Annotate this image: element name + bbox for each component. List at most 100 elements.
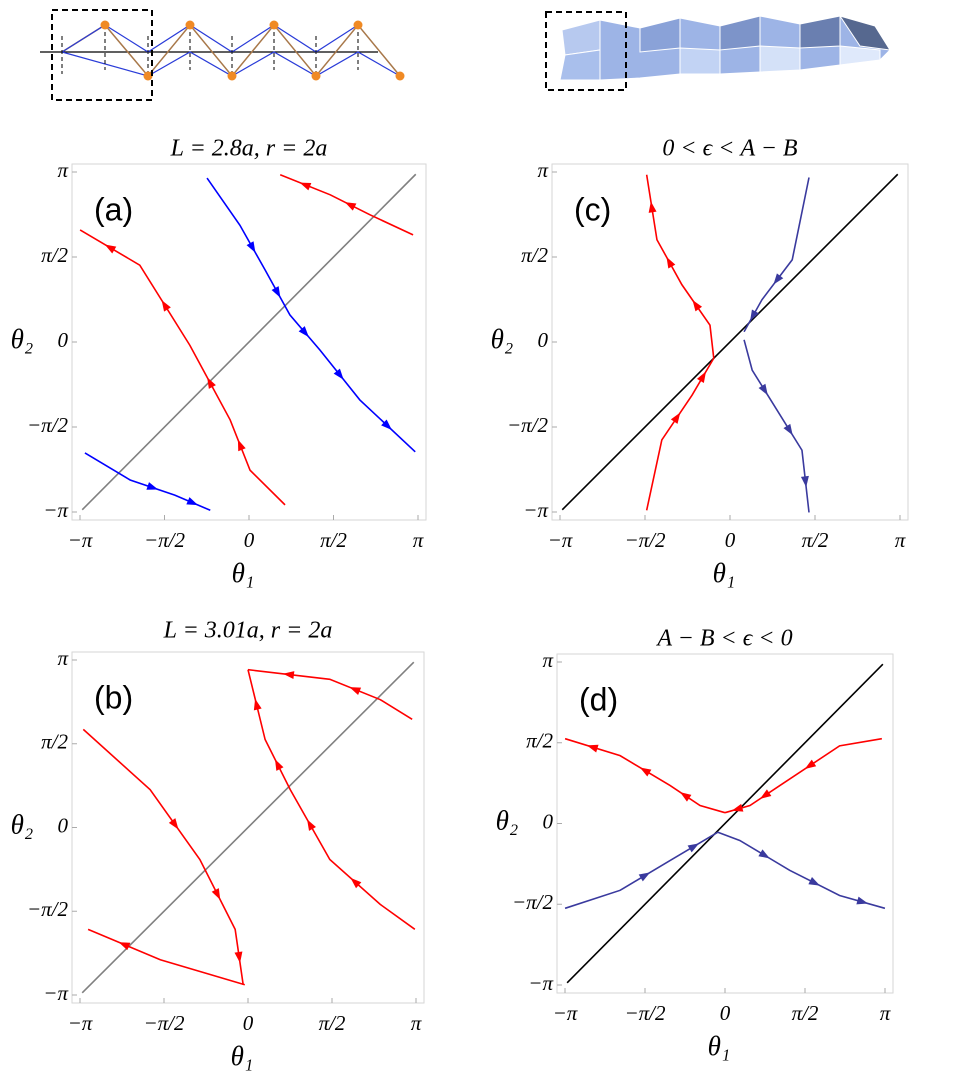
panel: −π −π/2 0 π/2 π −π −π/2 0 π/2 π A − B < ϵ < 0 (d) θ₁… [496, 626, 894, 1061]
y-tick-label: π [542, 648, 553, 672]
y-tick-label: π [57, 158, 68, 182]
y-tick-label: π/2 [41, 243, 68, 267]
x-tick-label: 0 [243, 1011, 254, 1035]
x-axis-label: θ₁ [232, 558, 255, 588]
y-tick-label: 0 [58, 328, 69, 352]
arrowhead [666, 256, 676, 269]
y-tick-label: 0 [538, 328, 549, 352]
arrowhead [586, 744, 599, 753]
x-tick-label: −π [68, 1011, 93, 1035]
trajectory [561, 173, 899, 511]
arrowhead [670, 412, 681, 424]
x-tick-label: π [880, 1001, 891, 1025]
arrowhead [253, 698, 262, 711]
x-tick-label: −π [548, 528, 573, 552]
trajectory [717, 831, 886, 910]
x-axis-label: θ₁ [231, 1041, 254, 1071]
arrowhead [731, 803, 744, 812]
y-tick-label: π/2 [526, 729, 553, 753]
arrowhead [696, 371, 706, 383]
y-tick-label: −π [523, 498, 548, 522]
arrowhead [344, 202, 357, 211]
trajectory [279, 174, 414, 236]
trajectory [743, 339, 810, 513]
y-axis-label: θ₂ [11, 810, 34, 840]
arrowhead [146, 482, 159, 490]
trajectory [724, 737, 882, 814]
chart-title: L = 3.01a, r = 2a [163, 618, 333, 644]
arrowhead [207, 377, 216, 389]
arrowhead [237, 439, 246, 452]
arrowhead [118, 942, 131, 951]
trajectory [743, 177, 810, 333]
x-tick-label: −π/2 [143, 1011, 185, 1035]
arrowhead [211, 888, 221, 900]
arrowhead [381, 419, 392, 430]
chain-schematic [40, 9, 405, 101]
y-tick-label: 0 [543, 809, 554, 833]
trajectory [87, 928, 246, 986]
chart-title: L = 2.8a, r = 2a [170, 136, 328, 162]
y-tick-label: −π/2 [512, 890, 554, 914]
x-tick-label: −π/2 [624, 528, 666, 552]
arrowhead [750, 309, 759, 321]
arrowhead [168, 818, 179, 830]
trajectory [206, 177, 416, 453]
arrowhead [186, 497, 199, 506]
arrowhead [234, 951, 243, 963]
arrowhead [758, 849, 770, 859]
arrowhead [687, 843, 700, 853]
arrowhead [856, 896, 869, 905]
trajectory [79, 229, 286, 506]
panel: −π −π/2 0 π/2 π −π −π/2 0 π/2 π L = 3.01a, r = 2a (… [11, 618, 425, 1071]
x-tick-label: π/2 [792, 1001, 819, 1025]
arrowhead [808, 877, 820, 886]
y-tick-label: −π/2 [27, 897, 69, 921]
x-tick-label: 0 [725, 528, 736, 552]
panel-label: (c) [574, 191, 611, 227]
arrowhead [692, 300, 703, 312]
x-tick-label: π [413, 528, 424, 552]
y-tick-label: −π [43, 981, 68, 1005]
trajectory [81, 661, 415, 994]
x-tick-label: π [895, 528, 906, 552]
x-tick-label: π/2 [320, 528, 347, 552]
arrowhead [299, 182, 312, 191]
trajectory [247, 669, 416, 930]
y-tick-label: π/2 [521, 243, 548, 267]
trajectory [645, 174, 715, 359]
y-axis-label: θ₂ [491, 324, 514, 354]
trajectory [247, 668, 413, 720]
arrowhead [333, 368, 344, 380]
arrowhead [638, 872, 651, 882]
y-tick-label: π [537, 158, 548, 182]
trajectory [564, 831, 719, 910]
arrowhead [282, 671, 295, 680]
trajectory [564, 737, 726, 814]
x-tick-label: 0 [244, 528, 255, 552]
x-tick-label: −π/2 [144, 528, 186, 552]
x-tick-label: π [411, 1011, 422, 1035]
y-tick-label: π [57, 646, 68, 670]
arrowhead [349, 687, 362, 695]
y-axis-label: θ₂ [11, 324, 34, 354]
panel-label: (b) [94, 679, 133, 715]
arrowhead [271, 286, 281, 298]
chart-title: 0 < ϵ < A − B [662, 136, 797, 162]
y-tick-label: −π/2 [507, 413, 549, 437]
panel: −π −π/2 0 π/2 π −π −π/2 0 π/2 π 0 < ϵ < A − B (c) θ₁… [491, 136, 909, 588]
trajectory [82, 728, 244, 985]
x-tick-label: −π [68, 528, 93, 552]
y-tick-label: −π/2 [27, 413, 69, 437]
arrowhead [758, 383, 768, 396]
arrowhead [639, 767, 652, 777]
arrowhead [104, 244, 117, 254]
y-tick-label: −π [528, 971, 553, 995]
arrowhead [680, 792, 692, 802]
x-tick-label: −π/2 [624, 1001, 666, 1025]
x-tick-label: π/2 [319, 1011, 346, 1035]
y-axis-label: θ₂ [496, 806, 519, 836]
arrowhead [161, 300, 171, 312]
x-tick-label: −π [553, 1001, 578, 1025]
arrowhead [246, 241, 256, 253]
